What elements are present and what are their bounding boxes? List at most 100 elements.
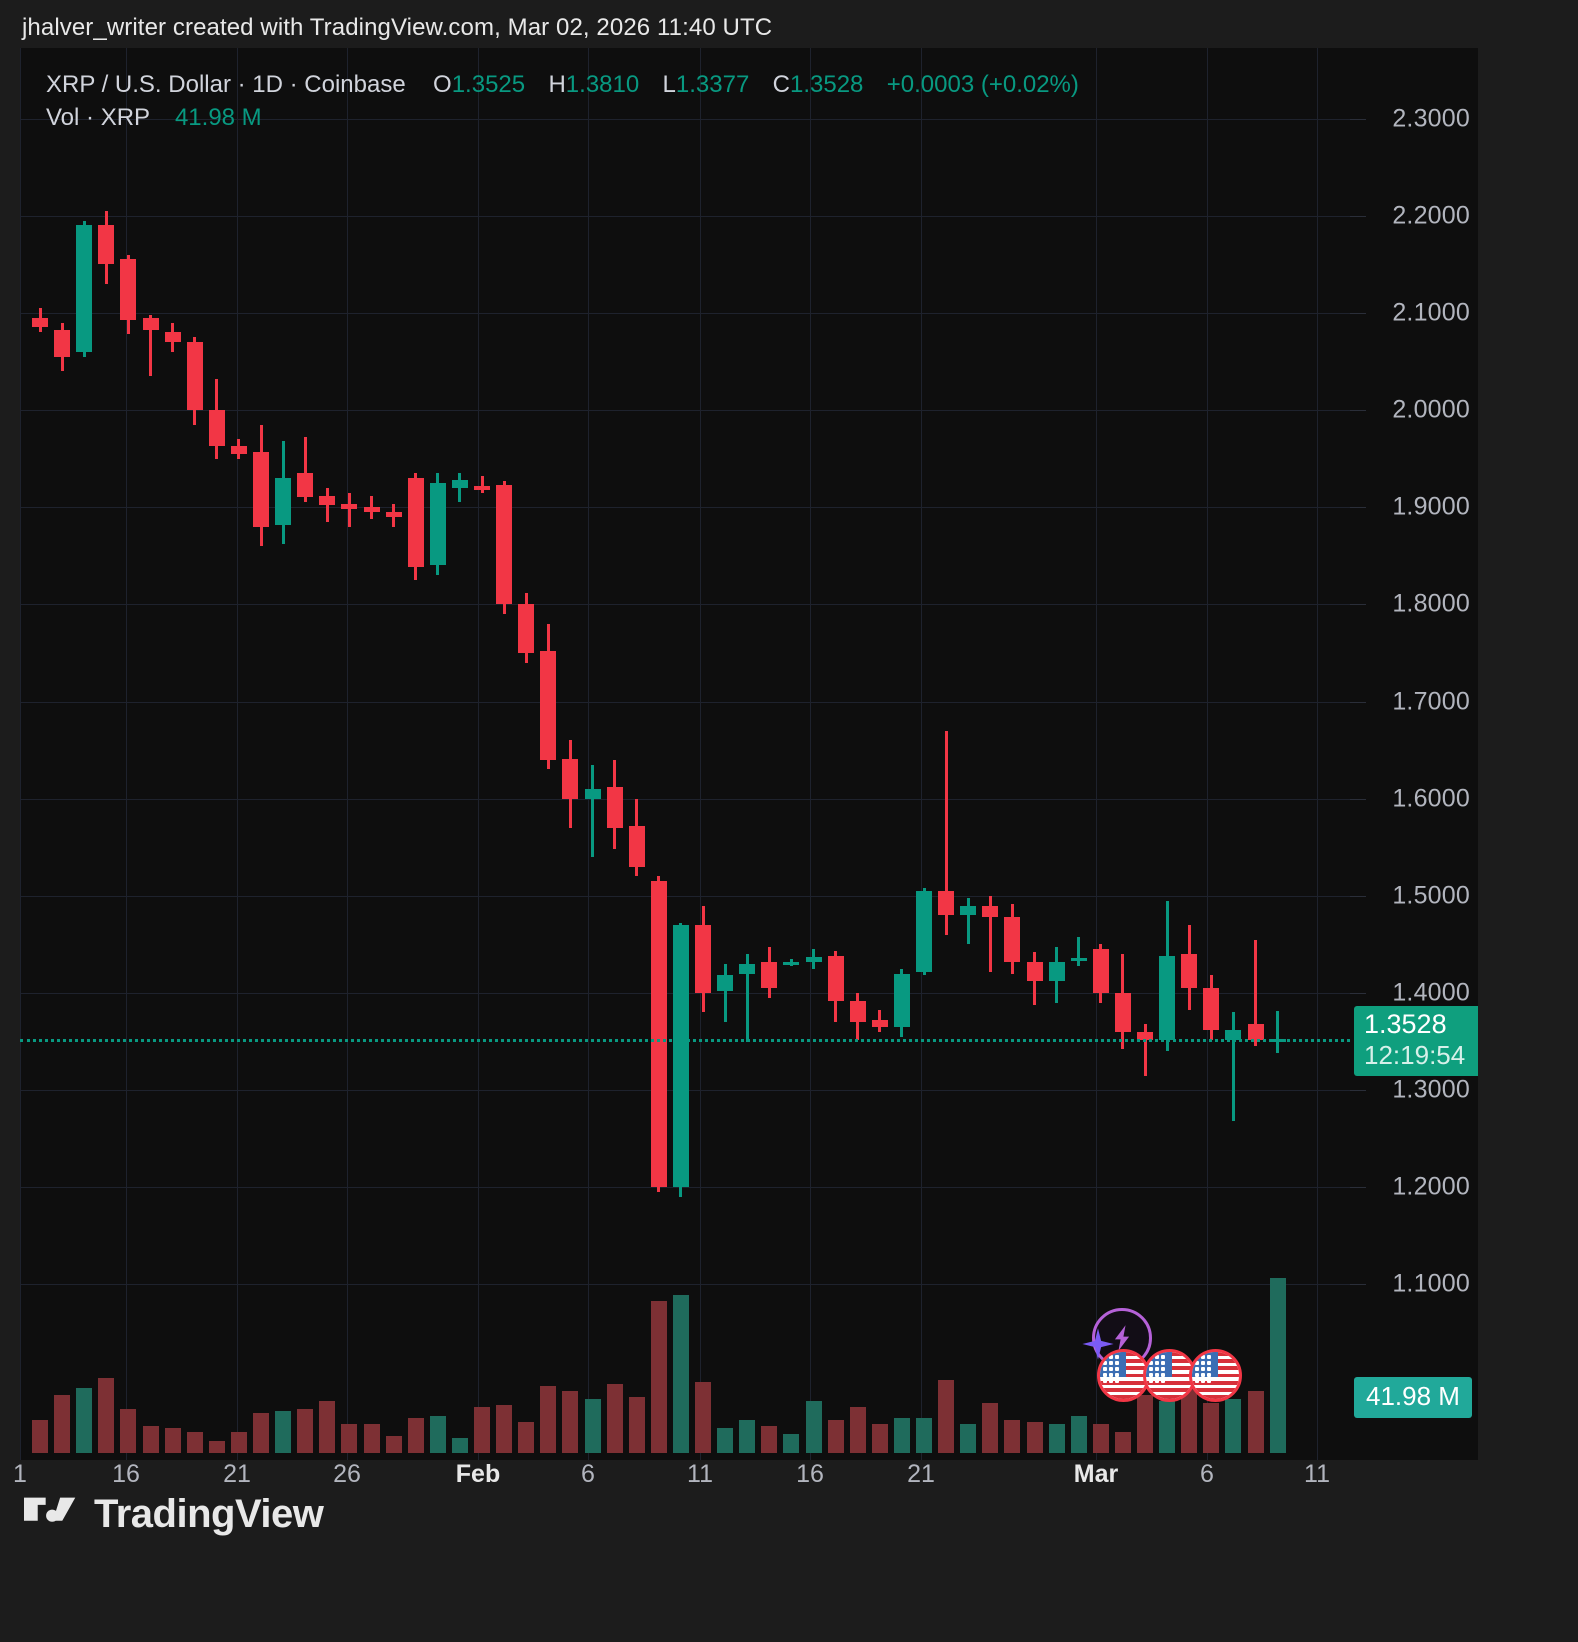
candle-body	[76, 225, 93, 352]
price-plot-area[interactable]	[20, 48, 1350, 1460]
volume-bar	[208, 1440, 225, 1453]
volume-bar	[1092, 1423, 1109, 1453]
volume-bar	[695, 1382, 711, 1453]
price-tick-mark	[1350, 119, 1366, 120]
volume-bar	[297, 1409, 314, 1453]
candle-body	[230, 445, 247, 454]
flag-star	[1201, 1361, 1205, 1365]
grid-line-horizontal	[20, 1187, 1350, 1188]
volume-bar	[1247, 1390, 1264, 1453]
price-tick-mark	[1350, 799, 1366, 800]
us-flag-marker-icon[interactable]	[1097, 1349, 1150, 1402]
current-volume-badge[interactable]: 41.98 M	[1354, 1377, 1472, 1418]
volume-bar	[1203, 1403, 1220, 1453]
volume-bar	[319, 1400, 336, 1453]
candle-wick	[1276, 1011, 1280, 1054]
flag-star	[1161, 1373, 1165, 1377]
flag-star	[1115, 1355, 1119, 1359]
candle-body	[960, 905, 977, 916]
time-scale[interactable]: 1 16 21 26 Feb 6 11 16 21 Mar 6 11	[13, 1460, 1350, 1504]
time-tick-label: 6	[581, 1460, 595, 1488]
time-tick-label: Mar	[1073, 1460, 1119, 1488]
price-tick-label: 1.8000	[1392, 589, 1470, 618]
candle-body	[871, 1020, 888, 1027]
volume-bar	[474, 1407, 490, 1453]
price-scale[interactable]: 2.3000 2.2000 2.1000 2.0000 1.9000 1.8000 1.70…	[1350, 48, 1478, 1460]
flag-stripe	[1192, 1395, 1239, 1399]
flag-star	[1155, 1355, 1159, 1359]
volume-bar	[1137, 1394, 1153, 1453]
volume-bar	[275, 1411, 292, 1453]
time-tick-label: 16	[796, 1460, 824, 1488]
price-tick-mark	[1350, 216, 1366, 217]
candle-body	[1247, 1024, 1264, 1040]
flag-stripe	[1146, 1388, 1193, 1392]
price-tick-mark	[1350, 1090, 1366, 1091]
volume-bar	[849, 1407, 866, 1453]
flag-star	[1103, 1373, 1107, 1377]
chart-legend: XRP / U.S. Dollar · 1D · Coinbase O1.352…	[46, 68, 1079, 134]
candle-body	[142, 317, 159, 331]
flag-star	[1149, 1379, 1153, 1383]
legend-volume-value: 41.98 M	[174, 104, 262, 131]
flag-star	[1207, 1367, 1211, 1371]
flag-star	[1195, 1355, 1199, 1359]
price-tick-mark	[1350, 702, 1366, 703]
volume-bar	[341, 1423, 358, 1453]
legend-symbol[interactable]: XRP / U.S. Dollar · 1D · Coinbase	[46, 71, 406, 98]
bar-countdown: 12:19:54	[1364, 1039, 1466, 1070]
flag-graphic	[1146, 1352, 1193, 1399]
flag-canton	[1192, 1352, 1219, 1383]
candle-body	[164, 332, 181, 343]
candle-body	[938, 890, 955, 916]
price-tick-mark	[1350, 313, 1366, 314]
price-tick-mark	[1350, 604, 1366, 605]
chart-frame[interactable]: 2.3000 2.2000 2.1000 2.0000 1.9000 1.8000 1.70…	[20, 48, 1478, 1460]
attribution-text: jhalver_writer created with TradingView.…	[22, 14, 773, 41]
flag-star	[1149, 1355, 1153, 1359]
candle-body	[849, 1000, 866, 1023]
flag-star	[1195, 1379, 1199, 1383]
volume-bar	[385, 1436, 402, 1453]
volume-bar	[1026, 1421, 1043, 1453]
grid-line-horizontal	[20, 1284, 1350, 1285]
candle-body	[650, 881, 667, 1188]
volume-bar	[142, 1425, 159, 1453]
volume-bar	[1048, 1423, 1065, 1453]
grid-line-vertical	[588, 48, 589, 1460]
legend-open-value: 1.3525	[451, 71, 526, 98]
candle-body	[1137, 1031, 1153, 1040]
candle-wick	[458, 473, 462, 503]
volume-bar	[805, 1400, 822, 1453]
volume-bar	[1114, 1432, 1131, 1453]
candle-body	[584, 788, 601, 799]
current-price-badge[interactable]: 1.3528 12:19:54	[1354, 1005, 1478, 1076]
flag-star	[1195, 1367, 1199, 1371]
candle-wick	[347, 492, 351, 527]
grid-line-horizontal	[20, 604, 1350, 605]
volume-bar	[960, 1423, 977, 1453]
candle-body	[1181, 954, 1198, 989]
candle-body	[717, 975, 734, 991]
us-flag-marker-icon[interactable]	[1143, 1349, 1196, 1402]
price-tick-label: 2.1000	[1392, 298, 1470, 327]
volume-bar	[761, 1425, 778, 1453]
grid-line-vertical	[1207, 48, 1208, 1460]
legend-volume-label[interactable]: Vol · XRP	[46, 104, 150, 131]
flag-stripe	[1192, 1388, 1239, 1392]
flag-star	[1103, 1379, 1107, 1383]
flag-stripe	[1146, 1395, 1193, 1399]
tradingview-wordmark: TradingView	[94, 1492, 324, 1536]
volume-bar	[916, 1417, 932, 1453]
volume-bar	[540, 1386, 557, 1453]
flag-stripe	[1100, 1395, 1147, 1399]
flag-canton	[1100, 1352, 1127, 1383]
volume-bar	[76, 1388, 93, 1453]
grid-line-horizontal	[20, 702, 1350, 703]
flag-star	[1207, 1373, 1211, 1377]
flag-star	[1109, 1367, 1113, 1371]
us-flag-marker-icon[interactable]	[1189, 1349, 1242, 1402]
grid-line-vertical	[1096, 48, 1097, 1460]
flag-star	[1103, 1355, 1107, 1359]
grid-line-horizontal	[20, 896, 1350, 897]
